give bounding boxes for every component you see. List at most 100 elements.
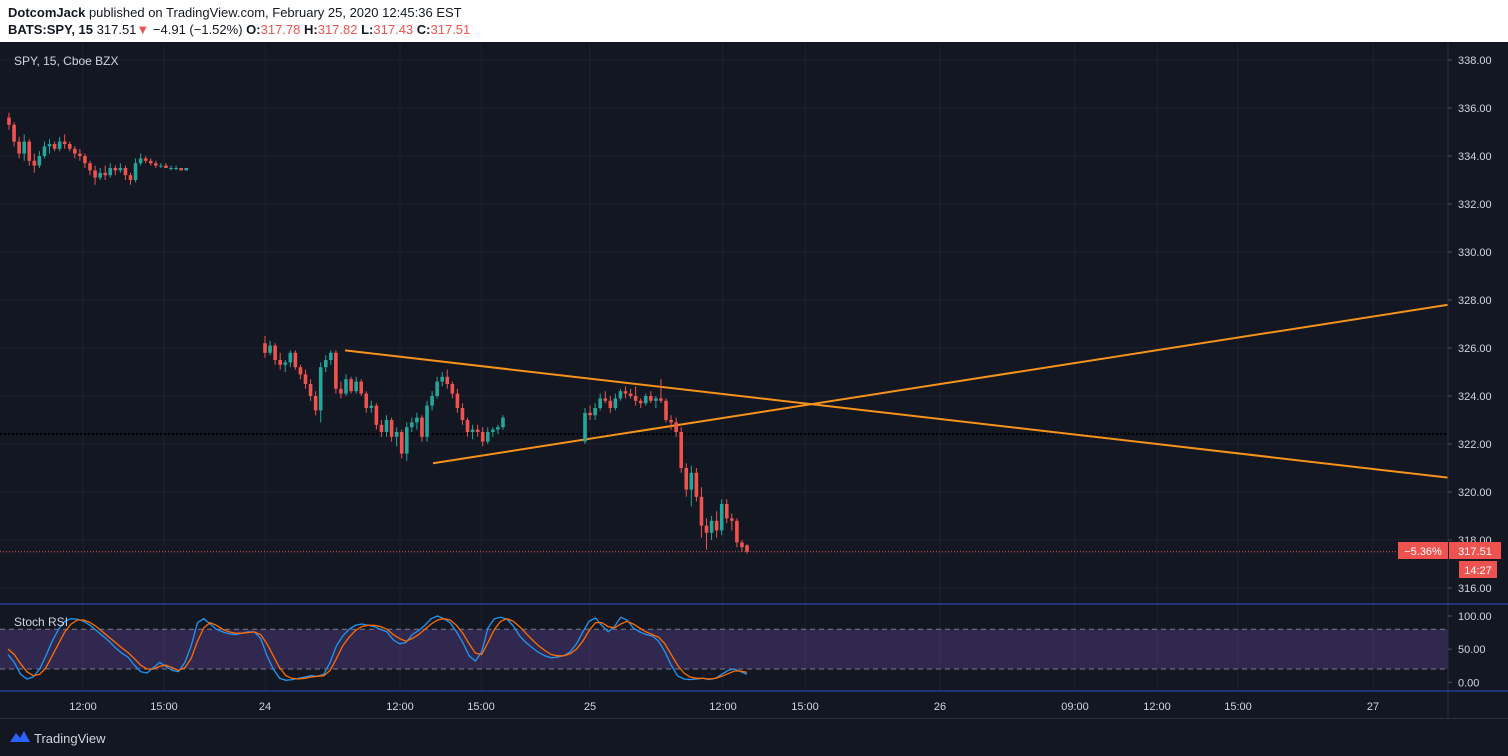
low-label: L: bbox=[361, 22, 374, 37]
time-tick-label: 12:00 bbox=[1143, 701, 1171, 713]
candle-body bbox=[613, 398, 618, 408]
candle-body bbox=[679, 432, 683, 468]
candle-body bbox=[735, 520, 739, 543]
candle-body bbox=[730, 518, 734, 521]
candle-body bbox=[460, 408, 465, 420]
publication-header: DotcomJack published on TradingView.com,… bbox=[0, 0, 1508, 42]
candle-body bbox=[174, 168, 178, 169]
time-tick-label: 15:00 bbox=[1224, 701, 1252, 713]
candle-body bbox=[93, 170, 97, 178]
candle-body bbox=[369, 405, 374, 408]
price-tick-label: 324.00 bbox=[1458, 391, 1492, 403]
footer: TradingView bbox=[0, 718, 1508, 756]
candle-body bbox=[425, 405, 429, 437]
candle-body bbox=[669, 420, 673, 423]
candle-body bbox=[52, 144, 57, 149]
trendline bbox=[344, 349, 1449, 479]
candle-body bbox=[113, 168, 118, 171]
candle-body bbox=[475, 429, 480, 432]
timer-badge-bg bbox=[1459, 561, 1497, 578]
rsi-tick-label: 100.00 bbox=[1458, 611, 1492, 623]
chart-background bbox=[0, 42, 1508, 718]
candle-body bbox=[288, 352, 293, 363]
change-arrow-icon: ▼ bbox=[136, 22, 150, 37]
candle-body bbox=[364, 393, 369, 408]
candle-body bbox=[583, 412, 587, 442]
candle-body bbox=[684, 468, 689, 490]
candle-body bbox=[588, 412, 592, 416]
candle-body bbox=[674, 422, 678, 432]
candle-body bbox=[303, 374, 308, 384]
author-name[interactable]: DotcomJack bbox=[8, 5, 86, 20]
close-value: 317.51 bbox=[430, 22, 471, 37]
rsi-axis[interactable]: 100.00 50.00 0.00 bbox=[1448, 611, 1492, 689]
candle-body bbox=[32, 160, 37, 166]
candle-body bbox=[455, 393, 460, 408]
candle-body bbox=[465, 420, 470, 432]
stoch-rsi-band bbox=[0, 629, 1448, 670]
series-legend[interactable]: SPY, 15, Cboe BZX bbox=[14, 54, 119, 68]
candle-body bbox=[593, 408, 597, 416]
high-label: H: bbox=[304, 22, 318, 37]
candle-body bbox=[603, 398, 608, 401]
candle-body bbox=[659, 398, 663, 401]
candle-body bbox=[7, 117, 11, 125]
candle-body bbox=[745, 545, 749, 552]
candle-body bbox=[323, 360, 328, 368]
candle-body bbox=[714, 520, 719, 531]
candle-body bbox=[123, 168, 128, 176]
time-tick-label: 12:00 bbox=[386, 701, 414, 713]
candle-body bbox=[480, 432, 485, 442]
rsi-tick-label: 0.00 bbox=[1458, 677, 1479, 689]
candle-body bbox=[450, 384, 455, 394]
candle-body bbox=[57, 141, 62, 149]
candle-body bbox=[154, 163, 158, 166]
candle-body bbox=[415, 417, 419, 423]
candle-body bbox=[470, 429, 475, 432]
open-label: O: bbox=[246, 22, 261, 37]
candle-body bbox=[298, 367, 303, 375]
price-tick-label: 332.00 bbox=[1458, 199, 1492, 211]
candle-body bbox=[740, 542, 744, 548]
candle-body bbox=[349, 379, 353, 392]
candle-body bbox=[329, 352, 333, 360]
candles bbox=[7, 112, 749, 554]
candle-body bbox=[608, 400, 613, 408]
candle-body bbox=[399, 432, 404, 454]
time-tick-label: 25 bbox=[584, 701, 596, 713]
tradingview-logo-icon[interactable] bbox=[10, 730, 30, 744]
close-label: C: bbox=[416, 22, 431, 37]
candle-body bbox=[108, 168, 113, 176]
candle-body bbox=[649, 396, 653, 401]
candle-body bbox=[339, 388, 343, 394]
candle-body bbox=[143, 158, 148, 161]
time-axis[interactable]: 12:00 15:00 24 12:00 15:00 25 12:00 15:00 26 09:0… bbox=[69, 701, 1379, 713]
candle-body bbox=[440, 376, 445, 382]
price-change: −4.91 (−1.52%) bbox=[152, 22, 243, 37]
candle-body bbox=[643, 396, 648, 404]
candle-body bbox=[27, 141, 32, 161]
candle-body bbox=[430, 396, 434, 406]
indicator-legend[interactable]: Stoch RSI bbox=[14, 615, 68, 629]
trendlines[interactable] bbox=[0, 303, 1449, 553]
candle-body bbox=[308, 384, 313, 396]
price-tick-label: 334.00 bbox=[1458, 151, 1492, 163]
candle-body bbox=[164, 165, 168, 168]
candle-body bbox=[78, 153, 82, 156]
candle-body bbox=[704, 525, 709, 533]
price-axis[interactable]: 338.00 336.00 334.00 332.00 330.00 328.00 326.… bbox=[1448, 55, 1492, 595]
time-tick-label: 15:00 bbox=[467, 701, 495, 713]
footer-brand[interactable]: TradingView bbox=[34, 731, 106, 746]
ohlc-line: BATS:SPY, 15 317.51▼ −4.91 (−1.52%) O:31… bbox=[8, 22, 470, 37]
candle-body bbox=[67, 144, 72, 149]
time-tick-label: 26 bbox=[934, 701, 946, 713]
price-tick-label: 338.00 bbox=[1458, 55, 1492, 67]
candle-body bbox=[83, 156, 87, 164]
candle-body bbox=[359, 381, 363, 394]
time-tick-label: 24 bbox=[259, 701, 271, 713]
chart-canvas[interactable]: 338.00 336.00 334.00 332.00 330.00 328.00 326.… bbox=[0, 42, 1508, 718]
candle-body bbox=[148, 160, 153, 164]
candle-body bbox=[283, 362, 288, 365]
price-badge-bg bbox=[1449, 542, 1501, 559]
publication-info: DotcomJack published on TradingView.com,… bbox=[8, 5, 462, 20]
